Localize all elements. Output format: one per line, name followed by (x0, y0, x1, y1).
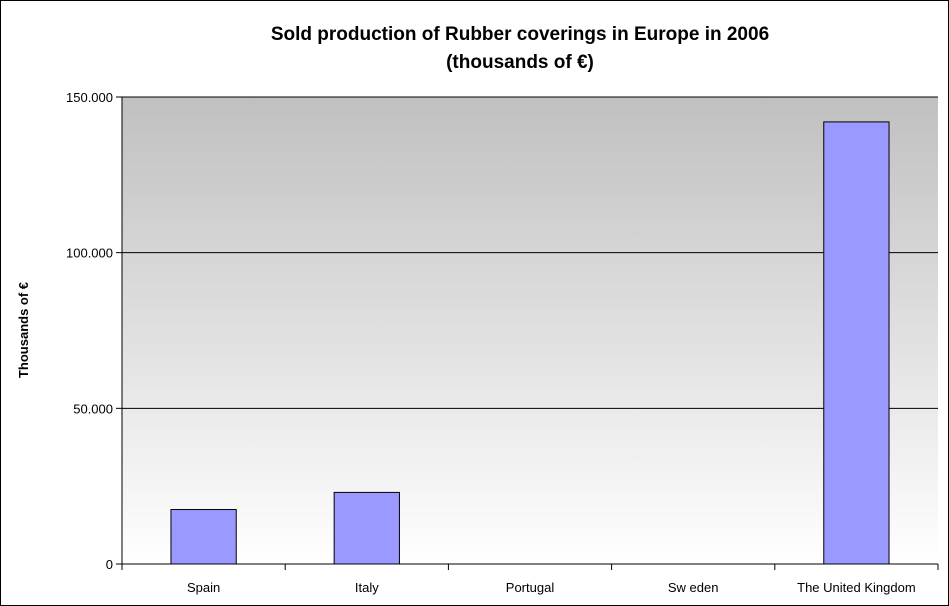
x-tick-label: Portugal (506, 580, 555, 595)
chart-title-line2: (thousands of €) (446, 52, 594, 73)
chart-title-line1: Sold production of Rubber coverings in E… (271, 24, 769, 45)
y-tick-label: 50.000 (73, 401, 113, 416)
y-tick-label: 150.000 (66, 90, 113, 105)
plot-area (122, 97, 938, 564)
y-axis-label: Thousands of € (16, 282, 31, 378)
bar-the-united-kingdom (823, 121, 890, 565)
y-tick-labels: 0 50.000 100.000 150.000 (66, 90, 113, 572)
bars (170, 121, 890, 565)
y-tick-label: 100.000 (66, 246, 113, 261)
axes (116, 96, 939, 570)
x-tick-label: The United Kingdom (797, 580, 916, 595)
gridlines (122, 96, 938, 409)
x-tick-labels: Spain Italy Portugal Sw eden The United King… (187, 580, 916, 595)
x-tick-label: Spain (187, 580, 220, 595)
x-tick-label: Sw eden (668, 580, 719, 595)
bar-italy (333, 491, 400, 565)
y-tick-label: 0 (106, 557, 113, 572)
bar-spain (170, 509, 237, 565)
x-tick-label: Italy (355, 580, 379, 595)
